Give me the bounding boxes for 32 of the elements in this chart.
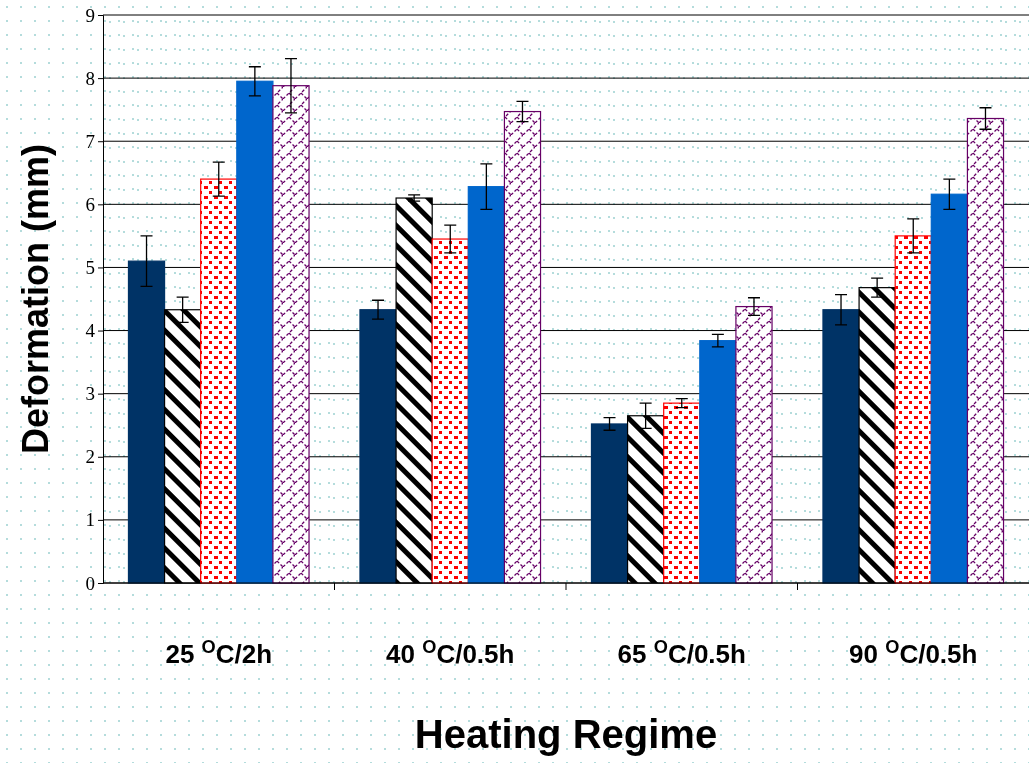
bar bbox=[359, 309, 397, 584]
bar bbox=[822, 309, 860, 584]
x-tick-label: 40 $^{O}$C/0.5h bbox=[386, 637, 515, 669]
bar bbox=[503, 110, 542, 584]
y-tick-label: 7 bbox=[85, 130, 95, 152]
bar bbox=[663, 402, 701, 584]
bar bbox=[966, 117, 1005, 584]
x-tick-label: 65 $^{O}$C/0.5h bbox=[617, 637, 746, 669]
y-tick-label: 9 bbox=[85, 4, 95, 26]
y-tick-label: 3 bbox=[85, 383, 95, 405]
bar bbox=[467, 186, 506, 584]
bar bbox=[236, 80, 274, 584]
y-tick-label: 4 bbox=[85, 320, 96, 342]
y-tick-label: 6 bbox=[85, 193, 95, 215]
y-axis-title: Deformation (mm) bbox=[15, 143, 56, 455]
bar bbox=[735, 305, 773, 584]
x-tick-label: 90 $^{O}$C/0.5h bbox=[849, 637, 978, 669]
bar bbox=[200, 178, 238, 584]
bar bbox=[127, 260, 166, 584]
y-tick-label: 2 bbox=[85, 446, 95, 468]
bar bbox=[894, 235, 932, 584]
bar bbox=[272, 85, 310, 584]
bar bbox=[699, 340, 737, 584]
bar bbox=[930, 193, 969, 584]
y-tick-label: 8 bbox=[85, 67, 95, 89]
bar bbox=[590, 423, 629, 584]
bar bbox=[431, 238, 469, 584]
x-axis-title: Heating Regime bbox=[414, 712, 718, 756]
y-tick-label: 0 bbox=[85, 572, 95, 594]
y-tick-label: 1 bbox=[85, 509, 95, 531]
y-tick-label: 5 bbox=[85, 257, 95, 279]
x-tick-label: 25 $^{O}$C/2h bbox=[165, 637, 273, 669]
